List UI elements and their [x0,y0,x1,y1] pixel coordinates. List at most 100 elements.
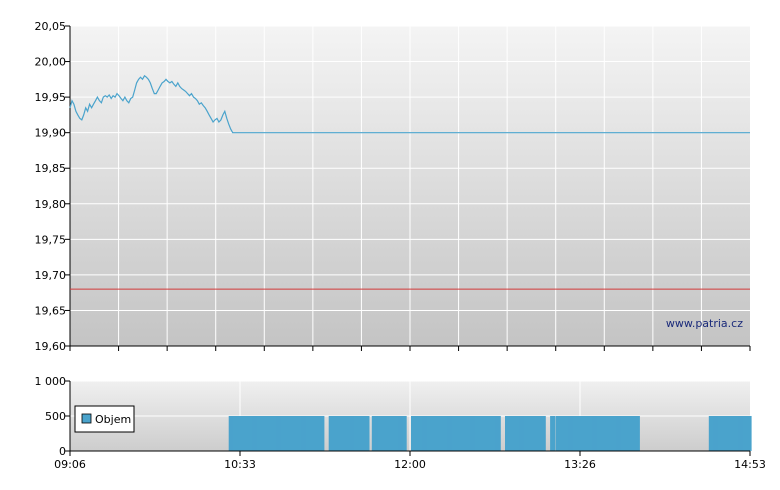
volume-bar [532,416,535,451]
volume-bar [229,416,232,451]
volume-bar [274,416,277,451]
volume-bar [321,416,324,451]
volume-bar [724,416,727,451]
volume-bar [453,416,455,451]
price-y-tick-label: 20,00 [35,56,67,69]
volume-bar [712,416,715,451]
volume-bar [542,416,544,451]
volume-bar [509,416,512,451]
volume-bar [293,416,295,451]
volume-bar [597,416,599,451]
volume-bar [525,416,528,451]
volume-bar [725,416,728,451]
volume-bar [624,416,627,451]
volume-bar [527,416,530,451]
volume-bar [486,416,488,451]
volume-bar [363,416,366,451]
volume-bar [365,416,368,451]
volume-bar [243,416,245,451]
volume-bar [472,416,475,451]
volume-bar [310,416,312,451]
volume-bar [715,416,718,451]
volume-bar [509,416,511,451]
volume-bar [286,416,289,451]
volume-bar [709,416,712,451]
volume-bar [582,416,584,451]
volume-bar [387,416,390,451]
volume-bar [231,416,234,451]
volume-bar [480,416,483,451]
volume-bar [372,416,375,451]
volume-bar [577,416,580,451]
volume-bar [254,416,256,451]
volume-bar [466,416,469,451]
volume-bar [749,416,751,451]
volume-bar [710,416,713,451]
volume-bar [331,416,334,451]
volume-bar [284,416,287,451]
volume-bar [424,416,427,451]
volume-bar [476,416,479,451]
volume-bar [605,416,607,451]
volume-bar [332,416,335,451]
volume-bar [485,416,487,451]
volume-bar [606,416,609,451]
volume-bar [722,416,725,451]
volume-bar [378,416,381,451]
volume-bar [265,416,267,451]
volume-bar [738,416,740,451]
volume-bar [459,416,461,451]
volume-bar [302,416,304,451]
volume-bar [429,416,432,451]
volume-bar [487,416,489,451]
volume-bar [401,416,403,451]
volume-bar [637,416,639,451]
volume-bar [260,416,262,451]
volume-bar [728,416,730,451]
volume-bar [430,416,433,451]
volume-bar [359,416,361,451]
volume-bar [347,416,349,451]
volume-bar [266,416,269,451]
volume-bar [398,416,400,451]
volume-bar [309,416,311,451]
volume-bar [294,416,296,451]
volume-bar [418,416,421,451]
volume-bar [561,416,564,451]
legend-label: Objem [95,413,131,426]
volume-bar [616,416,619,451]
volume-bar [729,416,731,451]
volume-y-tick-label: 500 [45,410,66,423]
volume-bar [598,416,600,451]
price-y-tick-label: 19,95 [35,91,67,104]
legend-swatch [81,413,92,424]
volume-bar [625,416,628,451]
volume-bar [740,416,742,451]
price-y-tick-label: 19,65 [35,304,67,317]
volume-bar [737,416,739,451]
volume-bar [720,416,723,451]
volume-bar [314,416,316,451]
volume-bar [468,416,471,451]
volume-bar [589,416,591,451]
volume-bar [540,416,542,451]
volume-bar [379,416,382,451]
volume-bar [423,416,426,451]
volume-bar [450,416,452,451]
volume-bar [469,416,472,451]
volume-bar [559,416,562,451]
volume-bar [308,416,310,451]
volume-bar [262,416,264,451]
volume-bar [543,416,545,451]
volume-bar [456,416,458,451]
volume-bar [475,416,478,451]
volume-bar [497,416,499,451]
volume-bar [352,416,354,451]
volume-bar [298,416,300,451]
volume-bar [570,416,573,451]
volume-bar [250,416,252,451]
volume-bar [278,416,281,451]
volume-bar [462,416,465,451]
volume-bar [567,416,570,451]
volume-bar [736,416,738,451]
